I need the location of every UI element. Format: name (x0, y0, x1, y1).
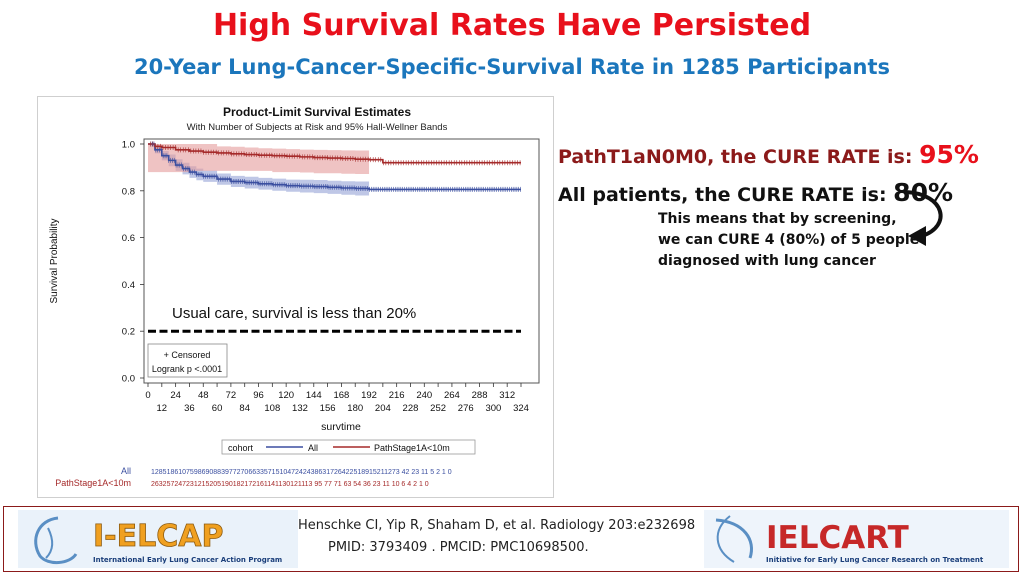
y-tick-label: 0.6 (122, 233, 135, 244)
x-tick-label: 132 (292, 403, 308, 414)
censor-marks (150, 141, 521, 192)
all-cure-rate-text: All patients, the CURE RATE is: (558, 184, 887, 206)
note-line-2: we can CURE 4 (80%) of 5 people (658, 232, 920, 248)
x-tick-label: 240 (416, 390, 432, 401)
y-tick-label: 0.0 (122, 374, 135, 385)
citation-line-2: PMID: 3793409 . PMCID: PMC10698500. (328, 540, 589, 555)
x-tick-label: 324 (513, 403, 529, 414)
note-line-3: diagnosed with lung cancer (658, 253, 876, 269)
ielcap-logo-subtitle: International Early Lung Cancer Action P… (93, 556, 282, 564)
x-axis-label: survtime (321, 421, 361, 433)
confidence-band-all (148, 144, 370, 197)
x-tick-label: 36 (184, 403, 195, 414)
x-tick-label: 48 (198, 390, 209, 401)
x-tick-label: 84 (239, 403, 250, 414)
chart-title: Product-Limit Survival Estimates (223, 105, 411, 119)
y-tick-label: 0.2 (122, 327, 135, 338)
inset-legend-box (147, 343, 228, 378)
x-tick-label: 144 (306, 390, 322, 401)
x-tick-label: 156 (320, 403, 336, 414)
survival-chart: Product-Limit Survival Estimates With Nu… (49, 105, 540, 488)
slide-subtitle: 20-Year Lung-Cancer-Specific-Survival Ra… (133, 55, 891, 79)
ielcap-logo: I-ELCAP International Early Lung Cancer … (18, 510, 298, 568)
x-tick-label: 192 (361, 390, 377, 401)
all-patients-cure-rate: All patients, the CURE RATE is: 80% (558, 178, 953, 207)
stage1a-cure-rate-text: PathT1aN0M0, the CURE RATE is: (558, 146, 913, 168)
y-axis: 0.0 0.2 0.4 0.6 0.8 1.0 (122, 140, 144, 385)
x-axis: 0 24 48 72 96 120 144 168 192 216 240 264 288 312 12 36… (145, 383, 529, 414)
at-risk-label-stage1a: PathStage1A<10m (55, 478, 131, 488)
x-tick-label: 96 (253, 390, 264, 401)
ielcap-logo-text: I-ELCAP (93, 519, 223, 554)
all-cure-rate-value: 80% (893, 178, 954, 207)
note-line-1: This means that by screening, (658, 211, 897, 227)
ielcart-logo-text: IELCART (766, 520, 909, 556)
x-tick-label: 72 (226, 390, 237, 401)
ielcart-logo: IELCART Initiative for Early Lung Cancer… (704, 510, 1009, 568)
x-tick-label: 204 (375, 403, 391, 414)
y-tick-label: 0.8 (122, 186, 135, 197)
stage1a-cure-rate-value: 95% (919, 140, 979, 169)
reference-line-label: Usual care, survival is less than 20% (172, 305, 416, 322)
legend-label-all: All (308, 443, 318, 453)
x-tick-label: 312 (499, 390, 515, 401)
y-tick-label: 0.4 (122, 280, 135, 291)
at-risk-values-all: 1285186107598690883977270663357151047242… (151, 469, 452, 476)
x-tick-label: 180 (347, 403, 363, 414)
x-tick-label: 168 (333, 390, 349, 401)
confidence-band-stage1a (148, 144, 370, 175)
confidence-bands (148, 144, 370, 197)
curved-arrow-icon (904, 190, 943, 246)
x-tick-label: 108 (264, 403, 280, 414)
legend-title: cohort (228, 443, 254, 453)
x-tick-label: 228 (403, 403, 419, 414)
x-tick-label: 276 (458, 403, 474, 414)
survival-curves (148, 143, 521, 191)
x-tick-label: 288 (472, 390, 488, 401)
x-tick-label: 252 (430, 403, 446, 414)
at-risk-label-all: All (121, 466, 131, 476)
slide-title: High Survival Rates Have Persisted (212, 8, 812, 43)
footer: I-ELCAP International Early Lung Cancer … (3, 506, 1019, 572)
survival-curve-all (148, 143, 521, 191)
citation-line-1: Henschke CI, Yip R, Shaham D, et al. Rad… (298, 518, 696, 533)
x-tick-label: 24 (170, 390, 181, 401)
x-tick-label: 0 (145, 390, 150, 401)
x-tick-label: 216 (389, 390, 405, 401)
citation: Henschke CI, Yip R, Shaham D, et al. Rad… (298, 515, 695, 559)
x-tick-label: 300 (485, 403, 501, 414)
stage1a-cure-rate: PathT1aN0M0, the CURE RATE is: 95% (558, 140, 979, 169)
y-axis-label: Survival Probability (49, 218, 60, 303)
at-risk-values-stage1a: 2632572472312152051901821721611411301211… (151, 481, 429, 488)
y-tick-label: 1.0 (122, 140, 135, 151)
inset-legend-logrank: Logrank p <.0001 (152, 364, 222, 374)
inset-legend-censored: + Censored (164, 350, 211, 360)
chart-subtitle: With Number of Subjects at Risk and 95% … (187, 122, 448, 133)
x-tick-label: 120 (278, 390, 294, 401)
survival-curve-stage1a (148, 143, 521, 164)
legend-label-stage1a: PathStage1A<10m (374, 443, 450, 453)
ielcart-logo-subtitle: Initiative for Early Lung Cancer Researc… (766, 556, 984, 564)
x-tick-label: 60 (212, 403, 223, 414)
x-tick-label: 12 (157, 403, 168, 414)
x-tick-label: 264 (444, 390, 460, 401)
screening-note: This means that by screening, we can CUR… (658, 209, 919, 272)
